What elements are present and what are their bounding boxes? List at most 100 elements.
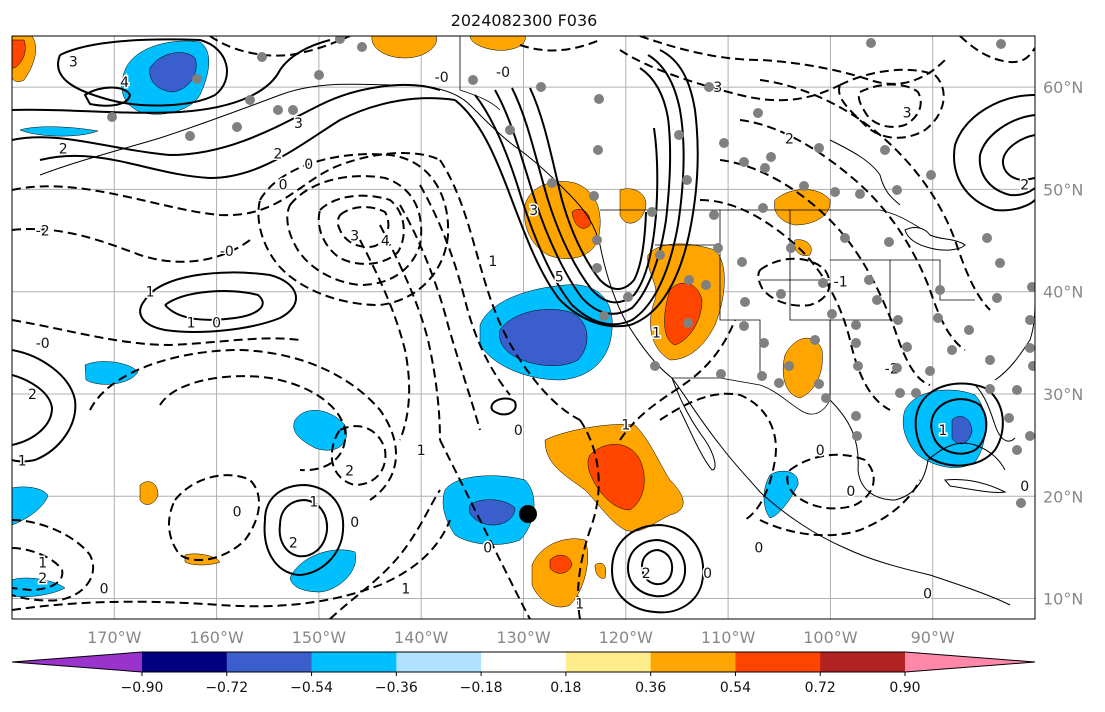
longitude-tick-label: 140°W [394,628,449,647]
contour-canada-low-3 [959,36,1035,64]
contour-label: 0 [514,423,523,439]
contour-central-low [757,257,831,307]
contour-left-high-2 [12,374,54,446]
contour-label: 0 [304,157,313,173]
contour-npac-low-4 [336,206,390,248]
contour-label: -2 [36,223,50,239]
latitude-tick-label: 10°N [1043,590,1083,609]
colorbar-tick-label: 0.72 [805,680,836,696]
contour-label: 2 [289,535,298,551]
colorbar-extend-max [905,652,1035,672]
contour-circle-1b [278,498,329,558]
coast-baja [671,377,716,471]
contour-label: 1 [938,423,947,439]
contour-gulf-low [914,382,1004,467]
contour-canada-low-2 [857,83,922,128]
contour-bottom-4 [577,419,600,619]
contour-npac-low-2 [286,175,423,287]
colorbar-tick-label: 0.90 [889,680,920,696]
contour-ridge-4 [511,87,659,304]
contour-ne-high-1 [953,94,1035,212]
contour-mex-2 [659,392,777,521]
contour-label: -0 [496,65,510,81]
contour-bottom-1 [12,519,451,611]
colorbar-tick-label: −0.54 [290,680,333,696]
shade-top-positive-2 [469,36,526,51]
colorbar-segment [735,652,821,672]
contour-label: 1 [575,597,584,613]
contour-usa-2 [719,159,931,386]
shade-subtrop-negative-4 [289,549,357,593]
latitude-tick-label: 50°N [1043,180,1083,199]
contour-ridge-2 [474,54,685,326]
contour-sub-high-1 [139,271,297,333]
colorbar-segment [650,652,736,672]
contour-label: 1 [18,453,27,469]
contour-circle-1 [263,483,345,577]
contour-left-low-2 [12,547,64,592]
contour-label: 3 [294,116,303,132]
contour-label: 1 [488,254,497,270]
shaded-anomalies [12,36,986,608]
contour-ridge-3 [494,67,672,315]
shade-gulf-negative [902,389,986,468]
contour-label: 4 [120,75,129,91]
contour-label: 2 [59,142,68,158]
contour-label: 3 [713,80,722,96]
colorbar-tick-label: −0.36 [375,680,418,696]
contour-label: 2 [38,571,47,587]
contour-label: 1 [187,315,196,331]
contour-label: 0 [703,566,712,582]
longitude-tick-label: 150°W [292,628,347,647]
contour-trough-5 [359,239,411,441]
contour-label: -0 [435,70,449,86]
contour-label: 0 [816,443,825,459]
latitude-tick-label: 60°N [1043,78,1083,97]
contour-label: 0 [754,540,763,556]
contour-alaska-1 [12,84,441,157]
shade-mexico-negative [763,470,799,519]
contour-circle-2 [611,523,705,614]
longitude-axis: 170°W 160°W 150°W 140°W 130°W 120°W 110°W 100°W… [87,628,955,647]
shade-left-negative [12,486,49,526]
political-borders [459,36,975,415]
coast-alaska-south [39,83,601,246]
contour-label: 3 [903,106,912,122]
contour-label: 2 [274,147,283,163]
contour-trough-3 [399,204,481,431]
shade-subtrop-negative-2 [293,410,347,451]
shade-bering-small [19,126,99,137]
contour-sub-3 [12,319,301,347]
colorbar: −0.90 −0.72 −0.54 −0.36 −0.18 0.18 0.36 0.54 0.7… [11,651,1036,696]
contour-label: 2 [1020,177,1029,193]
contour-sub-2 [89,348,397,501]
contour-label: 2 [345,464,354,480]
contour-label: 0 [350,515,359,531]
contour-label: 1 [652,326,661,342]
latitude-tick-label: 40°N [1043,283,1083,302]
contour-usa-1 [699,199,891,411]
contour-ak-small [83,86,132,107]
contour-small-0 [490,397,517,416]
coast-hudson [829,139,901,206]
negative-contours [12,36,1035,619]
contour-circle-2c [641,548,674,586]
shade-subtrop-negative-1 [84,361,139,385]
shade-gulf-negative-core [951,416,973,445]
colorbar-tick-label: 0.54 [720,680,751,696]
contour-label: 0 [1020,479,1029,495]
colorbar-extend-min [12,652,142,672]
contour-label: 5 [555,269,564,285]
colorbar-tick-label: −0.18 [460,680,503,696]
contour-label: 3 [350,228,359,244]
contour-label: 1 [621,418,630,434]
border-alaska-canada [459,36,501,111]
contour-label: 3 [529,203,538,219]
contour-long-1 [12,152,441,217]
longitude-tick-label: 130°W [496,628,551,647]
contour-sub-high-2 [164,290,264,321]
station-dots [107,36,1035,508]
